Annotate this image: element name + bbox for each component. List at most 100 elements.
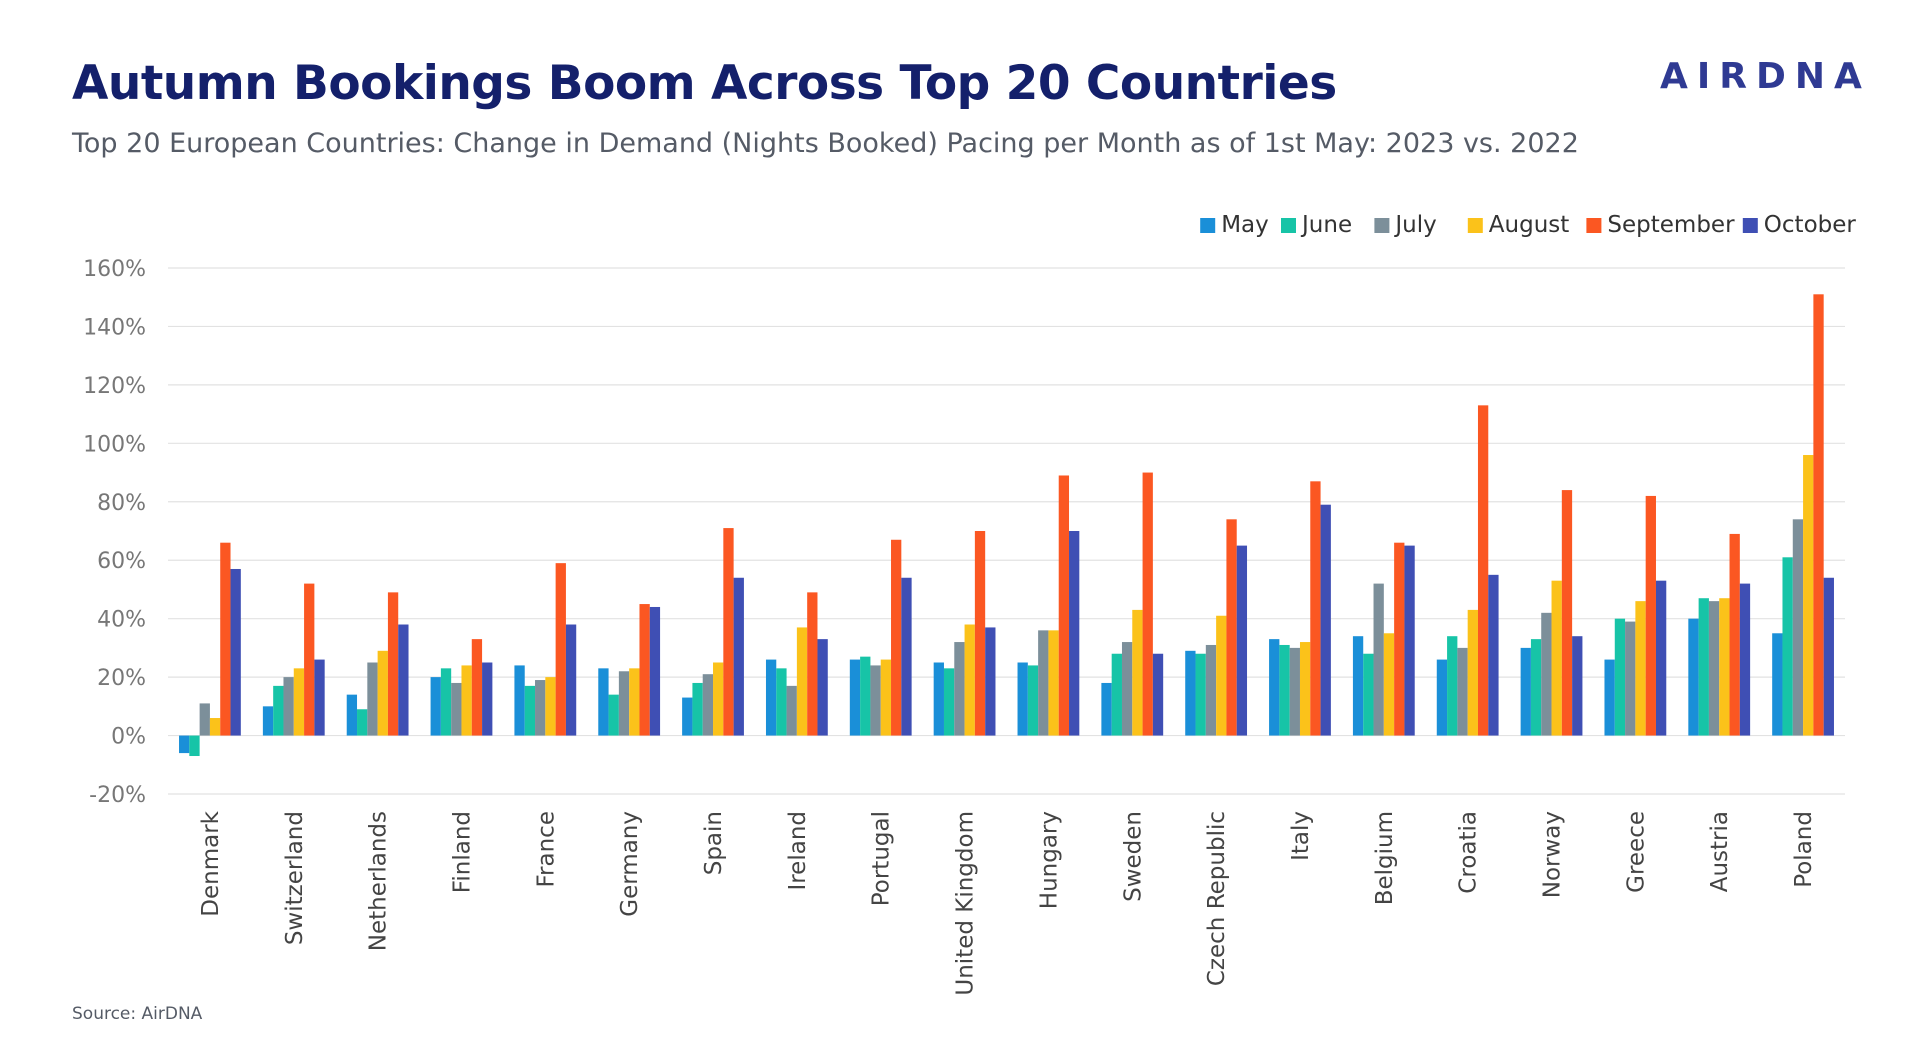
bar-austria-october <box>1739 583 1751 736</box>
bar-switzerland-may <box>262 706 274 736</box>
bar-belgium-july <box>1373 583 1384 736</box>
x-label-france: France <box>533 811 559 887</box>
bar-united-kingdom-september <box>974 531 986 736</box>
bar-italy-may <box>1269 639 1280 736</box>
bar-portugal-october <box>901 577 912 736</box>
bar-belgium-september <box>1394 542 1405 736</box>
bar-finland-july <box>451 682 462 736</box>
bar-czech-republic-august <box>1216 615 1227 736</box>
x-label-poland: Poland <box>1791 811 1817 888</box>
chart-title: Autumn Bookings Boom Across Top 20 Count… <box>72 56 1337 111</box>
bar-sweden-may <box>1101 682 1112 736</box>
bar-greece-june <box>1614 618 1626 736</box>
x-label-netherlands: Netherlands <box>366 811 392 951</box>
bar-france-july <box>535 680 546 736</box>
y-tick-label: 20% <box>97 666 146 691</box>
bar-france-october <box>565 624 577 736</box>
bar-ireland-july <box>786 685 797 736</box>
chart-subtitle: Top 20 European Countries: Change in Dem… <box>72 128 1579 159</box>
bar-france-may <box>514 665 525 736</box>
bar-portugal-june <box>860 656 871 736</box>
bar-france-june <box>524 685 536 736</box>
y-tick-label: 0% <box>111 725 146 750</box>
bar-belgium-may <box>1352 636 1364 736</box>
bar-netherlands-september <box>387 592 399 736</box>
x-label-czech-republic: Czech Republic <box>1204 811 1230 986</box>
bar-germany-september <box>639 604 650 736</box>
x-label-austria: Austria <box>1707 811 1733 892</box>
bar-denmark-june <box>189 735 200 757</box>
bar-hungary-august <box>1048 630 1059 736</box>
bar-croatia-may <box>1436 659 1448 736</box>
legend-label-july: July <box>1393 212 1436 238</box>
legend-swatch-september <box>1586 218 1602 233</box>
bar-hungary-september <box>1058 475 1070 736</box>
legend-label-june: June <box>1300 212 1352 238</box>
bar-poland-may <box>1772 633 1783 736</box>
bar-finland-may <box>430 677 441 736</box>
x-label-denmark: Denmark <box>198 810 224 916</box>
bar-finland-june <box>440 668 452 736</box>
x-label-italy: Italy <box>1288 811 1314 861</box>
y-tick-label: 40% <box>97 608 146 633</box>
bar-croatia-september <box>1477 405 1489 736</box>
bar-italy-july <box>1289 647 1300 736</box>
bar-netherlands-july <box>367 662 378 736</box>
y-tick-label: 160% <box>83 257 146 282</box>
legend-swatch-august <box>1467 218 1483 233</box>
bar-germany-may <box>598 668 609 736</box>
bar-spain-september <box>723 528 734 736</box>
x-label-portugal: Portugal <box>869 811 895 906</box>
bar-czech-republic-october <box>1236 545 1248 736</box>
bar-belgium-august <box>1383 633 1395 736</box>
bar-germany-july <box>618 671 630 736</box>
x-label-switzerland: Switzerland <box>282 811 308 945</box>
airdna-logo: AIRDNA <box>1660 56 1871 97</box>
x-label-spain: Spain <box>701 811 727 875</box>
bar-austria-may <box>1688 618 1699 736</box>
bar-denmark-august <box>209 718 221 736</box>
bar-netherlands-august <box>377 650 388 736</box>
bar-netherlands-june <box>357 709 368 736</box>
legend-label-may: May <box>1221 212 1269 238</box>
bar-spain-october <box>733 577 744 736</box>
bar-ireland-june <box>776 668 787 736</box>
bar-norway-may <box>1520 647 1531 736</box>
x-label-greece: Greece <box>1623 811 1649 893</box>
bar-ireland-september <box>807 592 818 736</box>
y-tick-label: 120% <box>83 374 146 399</box>
bar-poland-july <box>1792 519 1804 736</box>
bar-spain-may <box>682 697 693 736</box>
bar-norway-september <box>1561 490 1573 736</box>
bar-germany-june <box>608 694 619 736</box>
bar-ireland-august <box>796 627 808 736</box>
bar-spain-june <box>692 682 703 736</box>
bar-norway-october <box>1572 636 1583 736</box>
bar-czech-republic-june <box>1195 653 1206 736</box>
y-tick-label: 80% <box>97 491 146 516</box>
bar-austria-september <box>1729 533 1740 736</box>
bar-czech-republic-may <box>1185 650 1196 736</box>
y-tick-label: -20% <box>89 783 146 808</box>
legend-swatch-june <box>1281 218 1296 233</box>
bar-germany-august <box>629 668 640 736</box>
x-label-belgium: Belgium <box>1372 811 1398 905</box>
bar-greece-may <box>1604 659 1615 736</box>
bar-austria-july <box>1708 601 1720 736</box>
x-label-norway: Norway <box>1540 811 1566 898</box>
bar-croatia-october <box>1488 574 1499 736</box>
bar-france-september <box>555 563 566 736</box>
bar-germany-october <box>649 606 661 736</box>
bar-switzerland-september <box>304 583 315 736</box>
bar-belgium-june <box>1363 653 1374 736</box>
bar-portugal-august <box>880 659 892 736</box>
bar-croatia-june <box>1447 636 1458 736</box>
bar-switzerland-august <box>293 668 305 736</box>
bar-norway-july <box>1541 612 1552 736</box>
bar-sweden-october <box>1152 653 1164 736</box>
bars <box>179 294 1834 757</box>
legend-label-september: September <box>1607 212 1735 238</box>
bar-finland-august <box>461 665 472 736</box>
bar-italy-august <box>1299 642 1311 736</box>
